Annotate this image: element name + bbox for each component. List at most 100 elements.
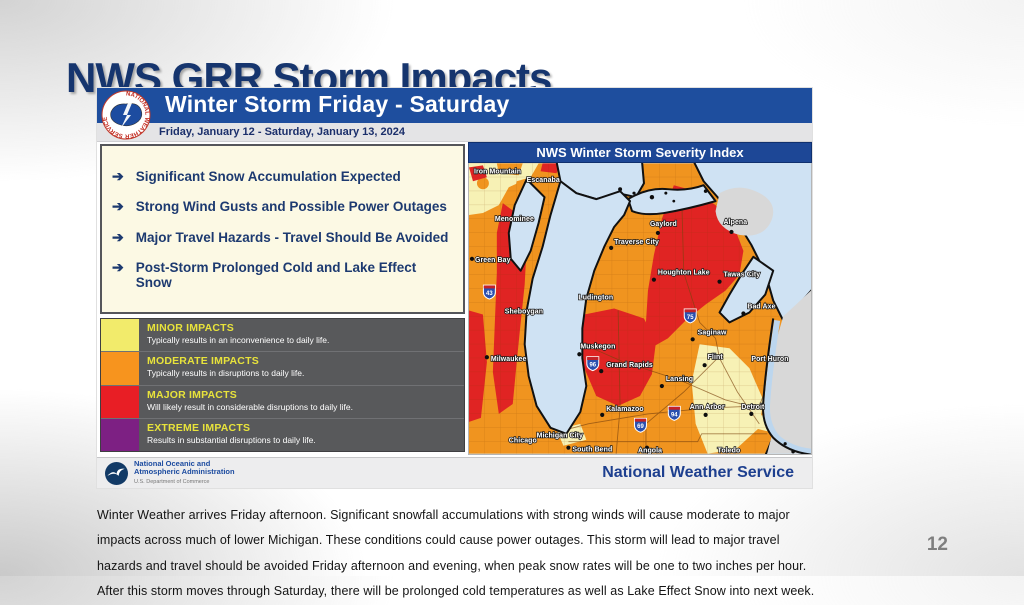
noaa-line2: Atmospheric Administration bbox=[134, 467, 235, 476]
map-panel: NWS Winter Storm Severity Index bbox=[468, 142, 812, 456]
arrow-right-icon: ➔ bbox=[112, 198, 124, 215]
moderate-color-swatch bbox=[101, 352, 139, 385]
city-dot bbox=[659, 383, 664, 389]
city-label: Angola bbox=[638, 448, 662, 455]
city-dot bbox=[566, 445, 571, 450]
city-label: Muskegon bbox=[580, 343, 615, 350]
city-dot bbox=[484, 355, 489, 360]
city-label: Escanaba bbox=[527, 177, 560, 184]
city-label: Gaylord bbox=[650, 221, 677, 228]
winter-storm-graphic: Winter Storm Friday - Saturday Friday, J… bbox=[96, 87, 813, 489]
city-label: Ann Arbor bbox=[690, 404, 725, 411]
city-label: Ludington bbox=[578, 295, 613, 302]
city-dot bbox=[749, 411, 754, 416]
legend-description: Results in substantial disruptions to da… bbox=[147, 434, 316, 445]
map-out-of-area bbox=[715, 187, 811, 454]
major-color-swatch bbox=[101, 385, 139, 418]
noaa-agency-text: National Oceanic and Atmospheric Adminis… bbox=[134, 458, 235, 487]
noaa-line1: National Oceanic and bbox=[134, 458, 211, 468]
interstate-shield-icon: 43 bbox=[482, 284, 496, 300]
page-number: 12 bbox=[926, 534, 948, 555]
city-label: Tawas City bbox=[724, 272, 761, 279]
graphic-header-bar: Winter Storm Friday - Saturday bbox=[97, 88, 812, 123]
city-label: Traverse City bbox=[614, 239, 659, 246]
legend-description: Typically results in disruptions to dail… bbox=[147, 368, 305, 379]
nws-footer-title: National Weather Service bbox=[602, 464, 794, 481]
legend-row-minor: MINOR IMPACTS Typically results in an in… bbox=[101, 319, 464, 353]
city-label: Lansing bbox=[666, 376, 693, 383]
city-dot bbox=[655, 230, 660, 236]
city-label: Sheboygan bbox=[505, 308, 543, 315]
city-label: Menominee bbox=[495, 216, 534, 223]
city-dot bbox=[651, 277, 657, 282]
legend-label: MODERATE IMPACTS bbox=[147, 355, 259, 368]
minor-color-swatch bbox=[101, 319, 139, 352]
arrow-right-icon: ➔ bbox=[112, 259, 124, 276]
st-clair-river bbox=[763, 319, 811, 454]
bullet-text: Post-Storm Prolonged Cold and Lake Effec… bbox=[135, 260, 417, 291]
bullet-text: Significant Snow Accumulation Expected bbox=[135, 168, 401, 184]
bullet-text: Major Travel Hazards - Travel Should Be … bbox=[135, 229, 449, 245]
city-dot bbox=[690, 337, 695, 342]
legend-label: EXTREME IMPACTS bbox=[147, 421, 251, 434]
map-lakes bbox=[507, 163, 811, 454]
extreme-color-swatch bbox=[101, 418, 139, 451]
arrow-right-icon: ➔ bbox=[112, 228, 124, 245]
city-label: Detroit bbox=[741, 404, 765, 411]
map-islands bbox=[618, 187, 795, 454]
list-item: ➔ Strong Wind Gusts and Possible Power O… bbox=[112, 198, 455, 215]
city-dot bbox=[609, 245, 614, 250]
city-dot bbox=[644, 445, 650, 450]
city-dot bbox=[469, 256, 475, 261]
noaa-logo-icon bbox=[105, 461, 128, 485]
east-shoreline bbox=[762, 318, 811, 454]
city-label: South Bend bbox=[572, 447, 612, 454]
city-dot bbox=[729, 229, 734, 235]
city-dot bbox=[741, 311, 746, 316]
severity-legend: MINOR IMPACTS Typically results in an in… bbox=[100, 318, 465, 452]
svg-text:94: 94 bbox=[671, 412, 678, 418]
city-label: Iron Mountain bbox=[474, 168, 521, 175]
legend-description: Typically results in an inconvenience to… bbox=[147, 335, 330, 345]
svg-text:96: 96 bbox=[589, 363, 596, 369]
city-label: Alpena bbox=[724, 219, 748, 226]
city-label: Port Huron bbox=[751, 356, 788, 363]
list-item: ➔ Post-Storm Prolonged Cold and Lake Eff… bbox=[112, 259, 455, 290]
legend-row-major: MAJOR IMPACTS Will likely result in cons… bbox=[101, 385, 464, 419]
interstate-shield-icon: 94 bbox=[667, 405, 681, 421]
city-label: Grand Rapids bbox=[606, 362, 653, 369]
storm-severity-map: Iron Mountain Escanaba Menominee Green Bay S… bbox=[468, 163, 812, 455]
impacts-bullet-list: ➔ Significant Snow Accumulation Expected… bbox=[100, 144, 465, 314]
city-label: Houghton Lake bbox=[658, 270, 710, 277]
map-title: NWS Winter Storm Severity Index bbox=[468, 142, 812, 163]
city-dot bbox=[703, 412, 708, 417]
city-label: Michigan City bbox=[537, 433, 583, 440]
svg-text:75: 75 bbox=[687, 315, 694, 321]
arrow-right-icon: ➔ bbox=[112, 167, 124, 184]
interstate-shield-icon: 69 bbox=[634, 417, 647, 433]
legend-label: MAJOR IMPACTS bbox=[147, 388, 237, 401]
city-label: Milwaukee bbox=[491, 356, 527, 363]
map-highway-shield-layer: 43 96 75 94 69 bbox=[482, 284, 697, 433]
city-dot bbox=[702, 363, 707, 368]
interstate-shield-icon: 75 bbox=[683, 308, 697, 324]
date-range: Friday, January 12 - Saturday, January 1… bbox=[97, 123, 812, 142]
legend-label: MINOR IMPACTS bbox=[147, 322, 234, 334]
graphic-title: Winter Storm Friday - Saturday bbox=[165, 91, 510, 117]
city-label: Green Bay bbox=[475, 257, 511, 264]
city-label: Saginaw bbox=[698, 329, 727, 336]
city-label: Flint bbox=[708, 354, 724, 361]
svg-text:69: 69 bbox=[637, 424, 644, 430]
city-label: Toledo bbox=[718, 448, 741, 455]
city-dot bbox=[599, 369, 604, 374]
city-dot bbox=[717, 279, 722, 284]
list-item: ➔ Significant Snow Accumulation Expected bbox=[112, 168, 455, 185]
list-item: ➔ Major Travel Hazards - Travel Should B… bbox=[112, 229, 455, 246]
legend-row-moderate: MODERATE IMPACTS Typically results in di… bbox=[101, 352, 464, 386]
city-label: Chicago bbox=[509, 438, 537, 445]
slide-body-text: Winter Weather arrives Friday afternoon.… bbox=[97, 507, 815, 599]
interstate-shield-icon: 96 bbox=[586, 356, 600, 372]
city-label: Bad Axe bbox=[747, 304, 775, 311]
svg-text:43: 43 bbox=[486, 291, 493, 297]
